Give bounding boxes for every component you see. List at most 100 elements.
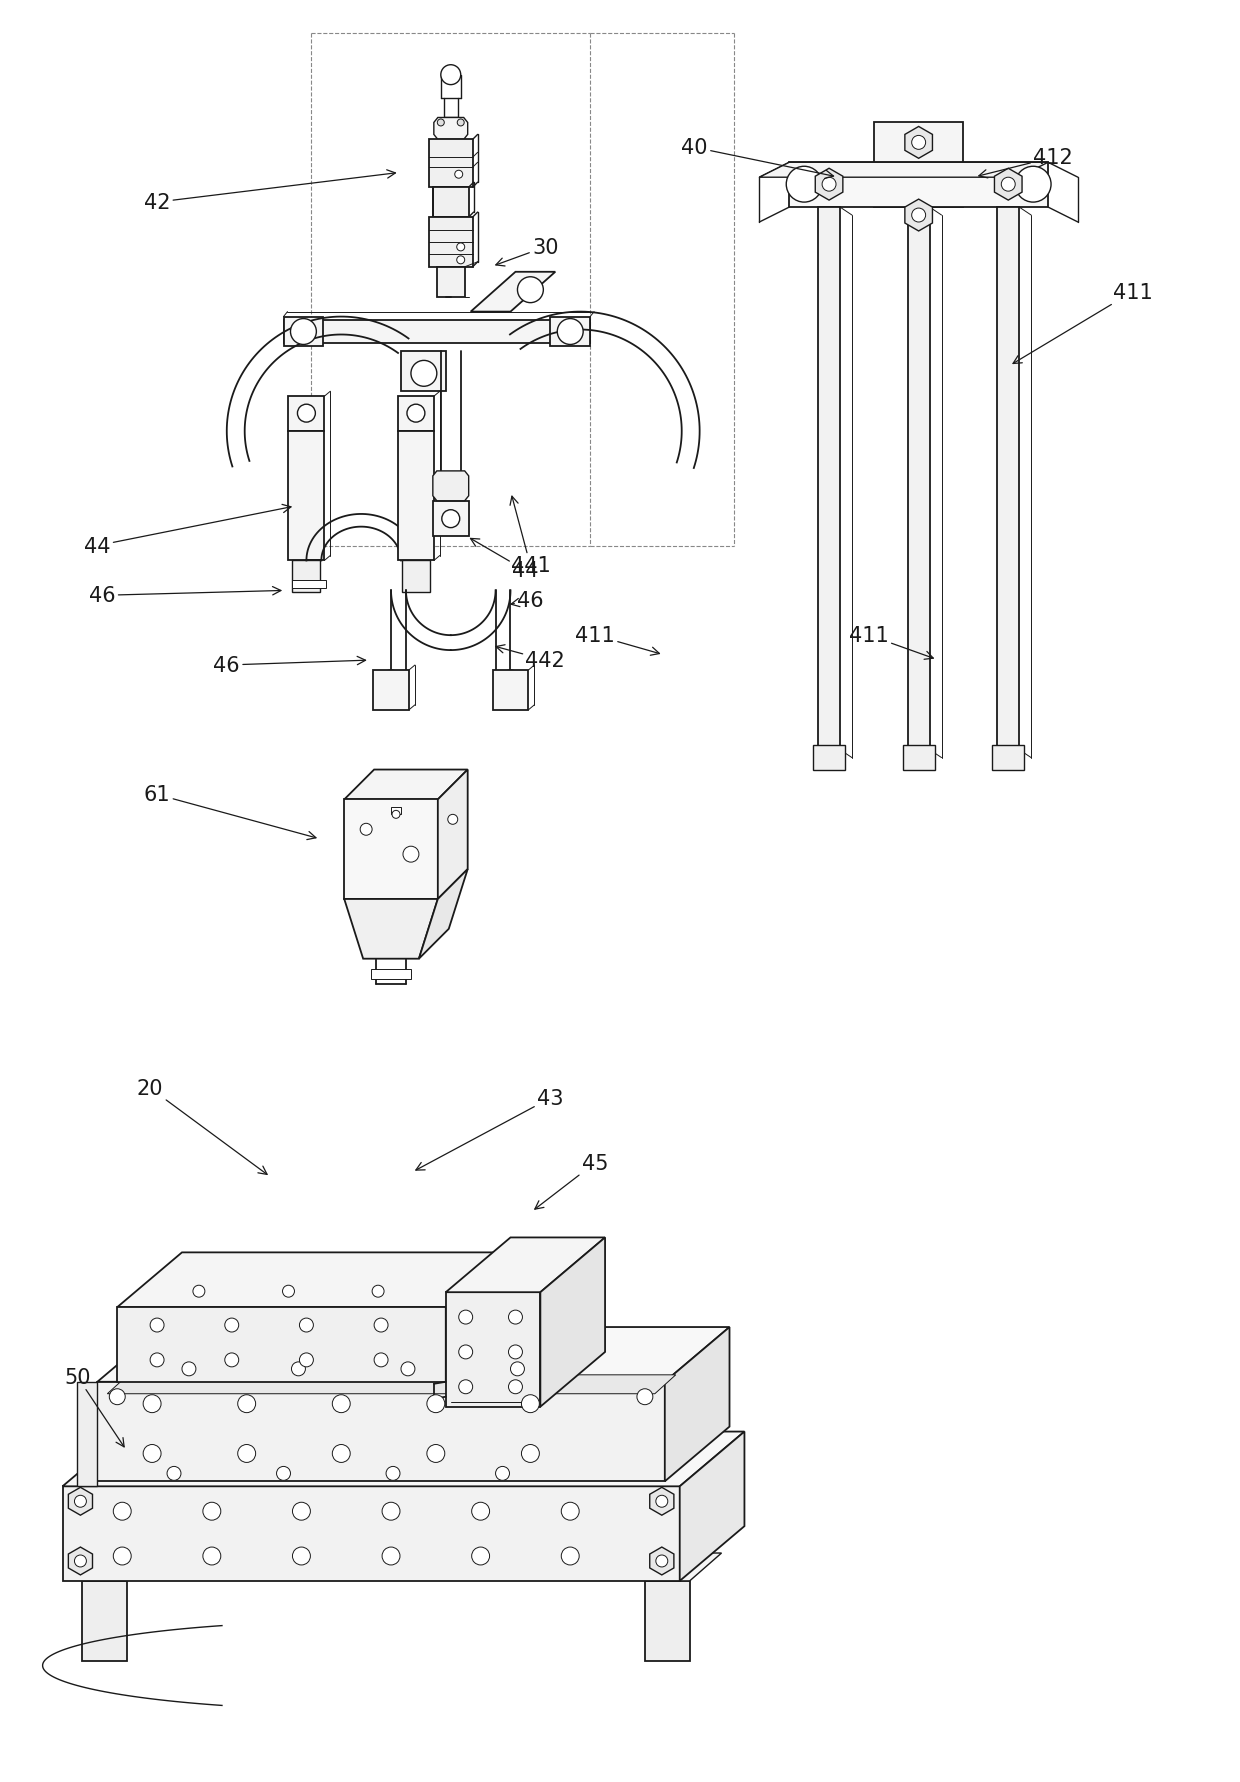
Polygon shape bbox=[645, 1581, 689, 1661]
Polygon shape bbox=[650, 1488, 673, 1515]
Circle shape bbox=[407, 405, 425, 422]
Polygon shape bbox=[471, 273, 556, 312]
Text: 44: 44 bbox=[84, 504, 291, 556]
Circle shape bbox=[109, 1388, 125, 1404]
Circle shape bbox=[401, 1361, 415, 1376]
Circle shape bbox=[786, 168, 822, 203]
Polygon shape bbox=[98, 1328, 729, 1383]
Text: 61: 61 bbox=[144, 786, 316, 839]
Circle shape bbox=[150, 1353, 164, 1367]
Circle shape bbox=[562, 1502, 579, 1520]
Circle shape bbox=[822, 178, 836, 192]
Circle shape bbox=[238, 1395, 255, 1413]
Circle shape bbox=[143, 1395, 161, 1413]
Polygon shape bbox=[433, 472, 469, 501]
Circle shape bbox=[522, 1395, 539, 1413]
Circle shape bbox=[522, 1445, 539, 1463]
Circle shape bbox=[441, 510, 460, 527]
Circle shape bbox=[298, 405, 315, 422]
Polygon shape bbox=[433, 501, 469, 536]
Circle shape bbox=[360, 823, 372, 836]
Polygon shape bbox=[992, 745, 1024, 770]
Circle shape bbox=[238, 1445, 255, 1463]
Circle shape bbox=[637, 1388, 652, 1404]
Polygon shape bbox=[289, 397, 325, 431]
Polygon shape bbox=[118, 1253, 511, 1308]
Polygon shape bbox=[284, 321, 590, 344]
Circle shape bbox=[150, 1319, 164, 1333]
Polygon shape bbox=[371, 969, 410, 978]
Circle shape bbox=[471, 1547, 490, 1565]
Polygon shape bbox=[62, 1431, 744, 1486]
Circle shape bbox=[224, 1319, 239, 1333]
Circle shape bbox=[374, 1319, 388, 1333]
Circle shape bbox=[508, 1310, 522, 1324]
Text: 50: 50 bbox=[64, 1367, 124, 1447]
Text: 46: 46 bbox=[213, 656, 366, 675]
Polygon shape bbox=[293, 561, 320, 593]
Text: 42: 42 bbox=[144, 171, 396, 214]
Polygon shape bbox=[391, 807, 401, 814]
Polygon shape bbox=[551, 317, 590, 347]
Polygon shape bbox=[492, 670, 528, 711]
Circle shape bbox=[656, 1495, 668, 1508]
Circle shape bbox=[496, 1467, 510, 1481]
Polygon shape bbox=[108, 1376, 676, 1394]
Polygon shape bbox=[789, 164, 1048, 208]
Polygon shape bbox=[818, 208, 839, 750]
Polygon shape bbox=[905, 200, 932, 232]
Polygon shape bbox=[373, 670, 409, 711]
Circle shape bbox=[74, 1495, 87, 1508]
Polygon shape bbox=[293, 581, 326, 590]
Circle shape bbox=[459, 1345, 472, 1360]
Circle shape bbox=[911, 208, 925, 223]
Polygon shape bbox=[433, 189, 469, 217]
Circle shape bbox=[74, 1556, 87, 1566]
Polygon shape bbox=[398, 397, 434, 431]
Polygon shape bbox=[289, 431, 325, 561]
Circle shape bbox=[293, 1547, 310, 1565]
Circle shape bbox=[203, 1547, 221, 1565]
Polygon shape bbox=[650, 1547, 673, 1575]
Polygon shape bbox=[62, 1486, 680, 1581]
Polygon shape bbox=[82, 1581, 128, 1661]
Circle shape bbox=[332, 1395, 350, 1413]
Text: 442: 442 bbox=[496, 645, 565, 670]
Text: 411: 411 bbox=[849, 625, 934, 659]
Circle shape bbox=[382, 1547, 401, 1565]
Polygon shape bbox=[665, 1328, 729, 1481]
Polygon shape bbox=[118, 1308, 446, 1383]
Polygon shape bbox=[436, 267, 465, 298]
Circle shape bbox=[456, 257, 465, 266]
Circle shape bbox=[182, 1361, 196, 1376]
Polygon shape bbox=[434, 118, 467, 141]
Circle shape bbox=[440, 66, 461, 86]
Circle shape bbox=[557, 319, 583, 346]
Polygon shape bbox=[446, 1253, 511, 1383]
Circle shape bbox=[438, 119, 444, 127]
Circle shape bbox=[1001, 178, 1016, 192]
Circle shape bbox=[193, 1285, 205, 1297]
Polygon shape bbox=[815, 169, 843, 201]
Text: 44: 44 bbox=[470, 540, 538, 581]
Circle shape bbox=[1016, 168, 1052, 203]
Polygon shape bbox=[68, 1488, 93, 1515]
Circle shape bbox=[471, 1502, 490, 1520]
Circle shape bbox=[511, 1361, 525, 1376]
Circle shape bbox=[456, 244, 465, 251]
Circle shape bbox=[403, 846, 419, 862]
Polygon shape bbox=[429, 217, 472, 267]
Circle shape bbox=[427, 1395, 445, 1413]
Polygon shape bbox=[345, 770, 467, 800]
Circle shape bbox=[517, 278, 543, 303]
Circle shape bbox=[427, 1445, 445, 1463]
Circle shape bbox=[332, 1445, 350, 1463]
Text: 46: 46 bbox=[89, 586, 281, 606]
Text: 46: 46 bbox=[511, 592, 543, 611]
Circle shape bbox=[392, 811, 401, 820]
Polygon shape bbox=[98, 1383, 665, 1481]
Polygon shape bbox=[908, 208, 930, 750]
Circle shape bbox=[167, 1467, 181, 1481]
Text: 20: 20 bbox=[136, 1078, 267, 1174]
Polygon shape bbox=[345, 900, 438, 959]
